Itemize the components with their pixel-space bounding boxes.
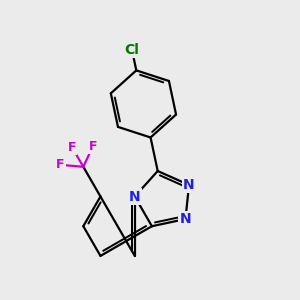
- Text: N: N: [180, 212, 191, 226]
- Text: Cl: Cl: [124, 43, 140, 57]
- Text: N: N: [129, 190, 141, 203]
- Text: F: F: [89, 140, 97, 153]
- Text: F: F: [68, 140, 76, 154]
- Text: F: F: [56, 158, 65, 171]
- Text: N: N: [183, 178, 195, 192]
